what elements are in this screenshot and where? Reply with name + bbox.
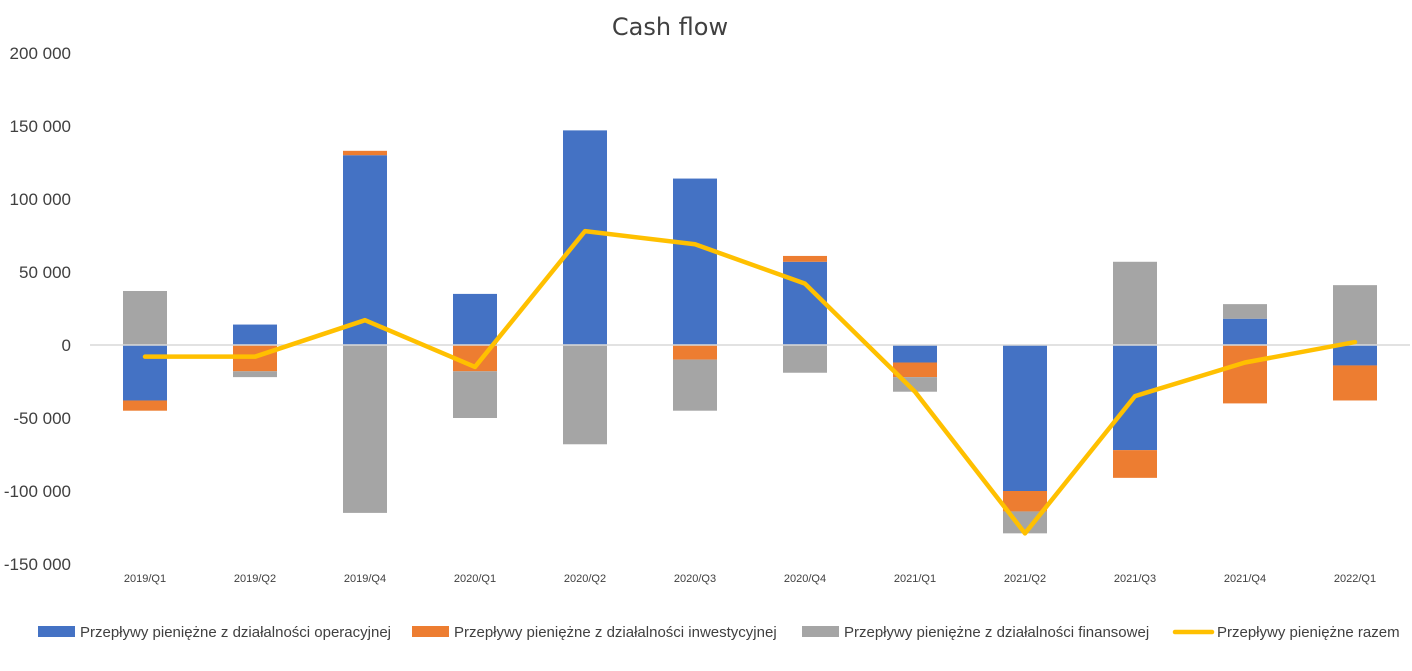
- legend-label: Przepływy pieniężne z działalności opera…: [80, 624, 391, 641]
- y-tick-label: 200 000: [10, 44, 71, 63]
- x-tick-label: 2019/Q1: [124, 573, 166, 585]
- y-tick-label: 50 000: [19, 263, 71, 282]
- bar-investing-2021-q3: [1113, 450, 1157, 478]
- x-tick-label: 2019/Q2: [234, 573, 276, 585]
- bar-financing-2020-q1: [453, 371, 497, 418]
- legend-swatch: [802, 626, 839, 637]
- bar-financing-2019-q4: [343, 345, 387, 513]
- legend-label: Przepływy pieniężne z działalności inwes…: [454, 624, 777, 641]
- bar-investing-2020-q3: [673, 345, 717, 360]
- y-tick-label: -100 000: [4, 482, 71, 501]
- legend-swatch: [412, 626, 449, 637]
- bar-investing-2021-q4: [1223, 345, 1267, 404]
- bar-operating-2019-q1: [123, 345, 167, 401]
- bar-operating-2021-q2: [1003, 345, 1047, 491]
- bar-financing-2019-q1: [123, 290, 167, 345]
- legend-label: Przepływy pieniężne razem: [1217, 624, 1400, 641]
- x-tick-label: 2021/Q1: [894, 573, 936, 585]
- y-tick-label: 100 000: [10, 190, 71, 209]
- x-axis: 2019/Q1 2019/Q2 2019/Q4 2020/Q1 2020/Q2 2020/…: [124, 573, 1376, 585]
- chart-title: Cash flow: [612, 13, 728, 41]
- bar-operating-2020-q1: [453, 293, 497, 345]
- bar-financing-2021-q3: [1113, 261, 1157, 345]
- x-tick-label: 2020/Q3: [674, 573, 716, 585]
- x-tick-label: 2021/Q4: [1224, 573, 1266, 585]
- bar-financing-2019-q2: [233, 371, 277, 378]
- bar-operating-2020-q4: [783, 261, 827, 345]
- legend-swatch: [38, 626, 75, 637]
- total-cash-flow-line: [142, 228, 1358, 536]
- bar-financing-2022-q1: [1333, 285, 1377, 345]
- x-tick-label: 2022/Q1: [1334, 573, 1376, 585]
- bar-financing-2021-q4: [1223, 304, 1267, 319]
- bar-operating-2020-q3: [673, 178, 717, 345]
- bar-investing-2021-q2: [1003, 491, 1047, 512]
- bar-investing-2022-q1: [1333, 365, 1377, 401]
- bar-operating-2021-q4: [1223, 318, 1267, 345]
- line-layer: [142, 228, 1358, 536]
- y-tick-label: -150 000: [4, 555, 71, 574]
- bar-investing-2021-q1: [893, 362, 937, 378]
- bar-investing-2019-q1: [123, 400, 167, 411]
- bar-financing-2020-q4: [783, 345, 827, 373]
- x-tick-label: 2021/Q2: [1004, 573, 1046, 585]
- bar-operating-2019-q2: [233, 324, 277, 345]
- bar-financing-2020-q3: [673, 359, 717, 411]
- y-tick-label: -50 000: [13, 409, 71, 428]
- bar-investing-2020-q4: [783, 255, 827, 262]
- x-tick-label: 2020/Q1: [454, 573, 496, 585]
- y-tick-label: 150 000: [10, 117, 71, 136]
- bar-operating-2022-q1: [1333, 345, 1377, 366]
- x-tick-label: 2020/Q4: [784, 573, 826, 585]
- legend: Przepływy pieniężne z działalności opera…: [38, 624, 1400, 641]
- bar-operating-2020-q2: [563, 130, 607, 345]
- y-tick-label: 0: [62, 336, 71, 355]
- x-tick-label: 2021/Q3: [1114, 573, 1156, 585]
- bar-investing-2019-q4: [343, 150, 387, 156]
- legend-label: Przepływy pieniężne z działalności finan…: [844, 624, 1149, 641]
- bar-financing-2020-q2: [563, 345, 607, 445]
- bars-layer: [123, 130, 1377, 534]
- bar-operating-2019-q4: [343, 155, 387, 345]
- x-tick-label: 2020/Q2: [564, 573, 606, 585]
- x-tick-label: 2019/Q4: [344, 573, 386, 585]
- bar-operating-2021-q1: [893, 345, 937, 363]
- y-axis: 200 000 150 000 100 000 50 000 0 -50 000 -100 …: [4, 44, 71, 574]
